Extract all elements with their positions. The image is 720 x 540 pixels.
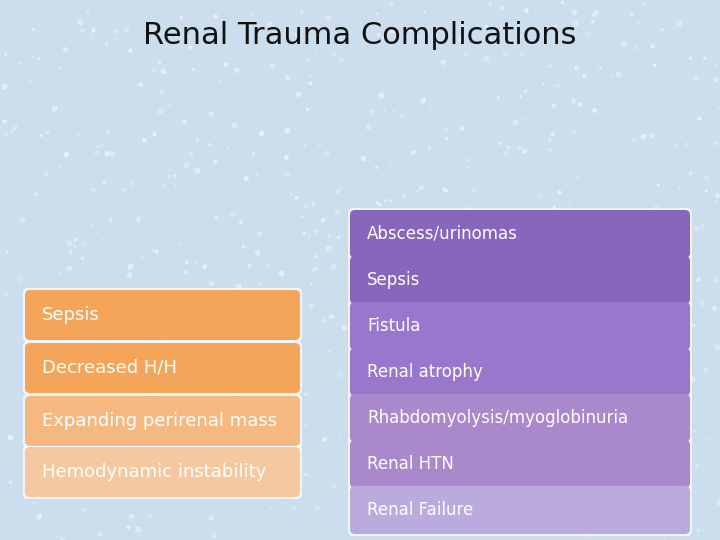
FancyBboxPatch shape: [348, 254, 692, 306]
Text: Sepsis: Sepsis: [367, 271, 420, 289]
FancyBboxPatch shape: [23, 394, 302, 448]
FancyBboxPatch shape: [25, 290, 300, 340]
FancyBboxPatch shape: [25, 396, 300, 446]
FancyBboxPatch shape: [23, 445, 302, 499]
Text: Expanding perirenal mass: Expanding perirenal mass: [42, 412, 277, 430]
Text: Hemodynamic instability: Hemodynamic instability: [42, 463, 266, 481]
FancyBboxPatch shape: [25, 343, 300, 393]
FancyBboxPatch shape: [348, 438, 692, 490]
FancyBboxPatch shape: [350, 440, 690, 488]
FancyBboxPatch shape: [23, 288, 302, 342]
FancyBboxPatch shape: [348, 346, 692, 398]
Text: Fistula: Fistula: [367, 317, 420, 335]
Text: Renal Failure: Renal Failure: [367, 501, 473, 519]
FancyBboxPatch shape: [348, 484, 692, 536]
FancyBboxPatch shape: [348, 208, 692, 260]
Text: Renal Trauma Complications: Renal Trauma Complications: [143, 21, 577, 50]
Text: Sepsis: Sepsis: [42, 306, 100, 324]
FancyBboxPatch shape: [23, 341, 302, 395]
FancyBboxPatch shape: [348, 392, 692, 444]
FancyBboxPatch shape: [350, 394, 690, 442]
Text: Rhabdomyolysis/myoglobinuria: Rhabdomyolysis/myoglobinuria: [367, 409, 628, 427]
FancyBboxPatch shape: [350, 210, 690, 258]
FancyBboxPatch shape: [25, 447, 300, 497]
FancyBboxPatch shape: [348, 300, 692, 352]
Text: Abscess/urinomas: Abscess/urinomas: [367, 225, 518, 243]
FancyBboxPatch shape: [350, 256, 690, 304]
Text: Renal HTN: Renal HTN: [367, 455, 454, 473]
Text: Renal atrophy: Renal atrophy: [367, 363, 482, 381]
Text: Decreased H/H: Decreased H/H: [42, 359, 177, 377]
FancyBboxPatch shape: [350, 302, 690, 350]
FancyBboxPatch shape: [350, 486, 690, 534]
FancyBboxPatch shape: [350, 348, 690, 396]
